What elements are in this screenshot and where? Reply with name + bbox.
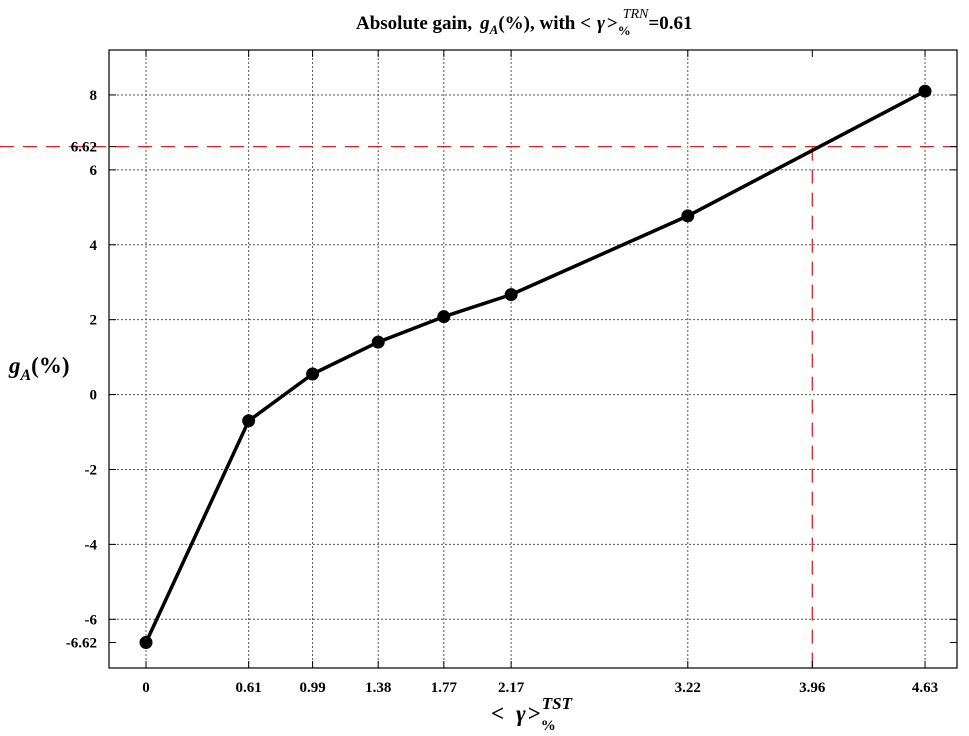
y-tick-label: 6 bbox=[90, 163, 98, 179]
y-tick-label: -4 bbox=[85, 537, 98, 553]
title-prefix: Absolute gain, bbox=[356, 13, 472, 34]
xlabel-open: < bbox=[491, 701, 504, 726]
y-tick-label: 8 bbox=[90, 88, 98, 104]
x-tick-label: 2.17 bbox=[498, 680, 525, 696]
x-tick-label: 3.22 bbox=[675, 680, 701, 696]
tick-marks bbox=[109, 50, 957, 668]
y-tick-label: -6 bbox=[85, 612, 98, 628]
x-axis-label: < γ>% TST bbox=[491, 694, 573, 734]
y-tick-label: -2 bbox=[85, 462, 98, 478]
y-tick-labels: -6.62 -6 -4 -2 0 2 4 6 6.62 8 bbox=[66, 88, 98, 652]
x-tick-labels: 0 0.61 0.99 1.38 1.77 2.17 3.22 3.96 4.63 bbox=[142, 680, 938, 696]
x-tick-label: 3.96 bbox=[799, 680, 826, 696]
data-point bbox=[918, 84, 932, 98]
grid-lines bbox=[109, 50, 957, 668]
chart-title: Absolute gain, gA(%), with < γ >%TRN=0.61 bbox=[356, 7, 692, 38]
x-tick-label: 0.99 bbox=[299, 680, 325, 696]
ylabel-unit: (%) bbox=[31, 353, 69, 378]
xlabel-close: > bbox=[528, 701, 541, 726]
series bbox=[139, 84, 932, 650]
data-point bbox=[306, 367, 320, 381]
data-point bbox=[437, 310, 451, 324]
y-tick-label: 0 bbox=[90, 388, 98, 404]
data-point bbox=[504, 288, 518, 302]
x-tick-label: 4.63 bbox=[912, 680, 938, 696]
title-var: g bbox=[479, 13, 490, 34]
series-line bbox=[144, 89, 926, 644]
xlabel-sub: % bbox=[541, 718, 556, 734]
x-tick-label: 0 bbox=[142, 680, 150, 696]
title-close: > bbox=[607, 13, 618, 34]
x-tick-label: 0.61 bbox=[236, 680, 262, 696]
y-tick-label: -6.62 bbox=[66, 636, 97, 652]
data-point bbox=[242, 414, 256, 428]
plot-frame bbox=[108, 49, 958, 669]
y-tick-label: 2 bbox=[90, 313, 98, 329]
y-axis-label: gA(%) bbox=[8, 353, 70, 384]
title-mid: , with < bbox=[530, 13, 591, 34]
reference-lines bbox=[0, 145, 965, 668]
data-point bbox=[681, 209, 695, 223]
xlabel-gamma: γ bbox=[516, 701, 526, 726]
title-sub: % bbox=[618, 23, 631, 38]
title-sup: TRN bbox=[623, 7, 649, 22]
data-point bbox=[371, 335, 385, 349]
y-tick-label: 6.62 bbox=[71, 140, 97, 156]
title-var-sub: A bbox=[489, 22, 499, 37]
x-tick-label: 1.77 bbox=[431, 680, 458, 696]
title-value: =0.61 bbox=[648, 13, 692, 34]
data-point bbox=[139, 636, 153, 650]
ylabel-sub: A bbox=[20, 367, 32, 384]
ylabel-var: g bbox=[8, 353, 21, 378]
xlabel-sup: TST bbox=[542, 694, 573, 713]
title-unit: (%) bbox=[498, 13, 530, 34]
y-tick-label: 4 bbox=[90, 238, 98, 254]
x-tick-label: 1.38 bbox=[365, 680, 391, 696]
title-gamma: γ bbox=[597, 13, 605, 34]
